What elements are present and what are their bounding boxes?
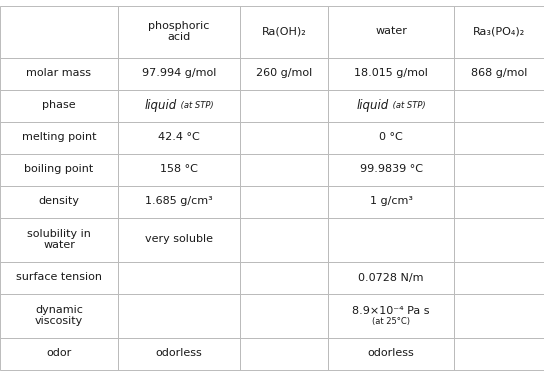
Text: (at 25°C): (at 25°C) xyxy=(372,317,410,326)
Bar xyxy=(240,186,328,218)
Bar xyxy=(328,294,454,338)
Bar xyxy=(240,217,328,261)
Bar xyxy=(118,90,240,122)
Text: (at STP): (at STP) xyxy=(178,101,214,110)
Bar xyxy=(118,6,240,57)
Text: Ra(OH)₂: Ra(OH)₂ xyxy=(262,27,306,36)
Bar xyxy=(240,261,328,294)
Text: Ra₃(PO₄)₂: Ra₃(PO₄)₂ xyxy=(473,27,525,36)
Bar xyxy=(328,6,454,57)
Text: 1.685 g/cm³: 1.685 g/cm³ xyxy=(145,196,213,207)
Bar xyxy=(328,261,454,294)
Text: boiling point: boiling point xyxy=(24,165,94,174)
Text: liquid: liquid xyxy=(357,99,389,112)
Bar xyxy=(240,153,328,186)
Bar xyxy=(454,122,544,153)
Text: 158 °C: 158 °C xyxy=(160,165,198,174)
Text: (at STP): (at STP) xyxy=(390,101,425,110)
Text: 99.9839 °C: 99.9839 °C xyxy=(360,165,423,174)
Bar xyxy=(240,6,328,57)
Bar xyxy=(454,294,544,338)
Bar xyxy=(118,153,240,186)
Text: 18.015 g/mol: 18.015 g/mol xyxy=(354,69,428,78)
Bar xyxy=(118,338,240,369)
Bar xyxy=(454,90,544,122)
Bar xyxy=(0,186,118,218)
Bar xyxy=(0,338,118,369)
Text: 0.0728 N/m: 0.0728 N/m xyxy=(358,273,424,282)
Bar xyxy=(0,294,118,338)
Text: dynamic
viscosity: dynamic viscosity xyxy=(35,305,83,326)
Text: very soluble: very soluble xyxy=(145,234,213,244)
Bar xyxy=(328,122,454,153)
Text: 260 g/mol: 260 g/mol xyxy=(256,69,312,78)
Bar xyxy=(0,6,118,57)
Text: melting point: melting point xyxy=(22,132,96,142)
Bar xyxy=(328,186,454,218)
Text: 42.4 °C: 42.4 °C xyxy=(158,132,200,142)
Bar xyxy=(240,57,328,90)
Bar xyxy=(454,6,544,57)
Text: 8.9×10⁻⁴ Pa s: 8.9×10⁻⁴ Pa s xyxy=(353,306,430,316)
Bar xyxy=(118,261,240,294)
Text: molar mass: molar mass xyxy=(27,69,91,78)
Bar xyxy=(328,217,454,261)
Bar xyxy=(0,90,118,122)
Text: liquid: liquid xyxy=(145,99,177,112)
Bar xyxy=(118,186,240,218)
Bar xyxy=(454,186,544,218)
Bar xyxy=(240,294,328,338)
Bar xyxy=(240,90,328,122)
Bar xyxy=(454,338,544,369)
Bar xyxy=(454,57,544,90)
Bar xyxy=(328,153,454,186)
Text: odor: odor xyxy=(46,348,72,358)
Text: odorless: odorless xyxy=(368,348,415,358)
Bar xyxy=(118,57,240,90)
Text: surface tension: surface tension xyxy=(16,273,102,282)
Text: phosphoric
acid: phosphoric acid xyxy=(149,21,209,42)
Bar xyxy=(0,153,118,186)
Text: 0 °C: 0 °C xyxy=(379,132,403,142)
Bar xyxy=(0,57,118,90)
Text: phase: phase xyxy=(42,100,76,111)
Bar xyxy=(240,338,328,369)
Bar xyxy=(454,261,544,294)
Bar xyxy=(118,294,240,338)
Bar xyxy=(328,90,454,122)
Text: 97.994 g/mol: 97.994 g/mol xyxy=(142,69,216,78)
Text: odorless: odorless xyxy=(156,348,202,358)
Text: 1 g/cm³: 1 g/cm³ xyxy=(369,196,412,207)
Bar xyxy=(328,57,454,90)
Text: 868 g/mol: 868 g/mol xyxy=(471,69,527,78)
Bar xyxy=(0,122,118,153)
Bar xyxy=(118,122,240,153)
Bar xyxy=(328,338,454,369)
Text: density: density xyxy=(39,196,79,207)
Text: solubility in
water: solubility in water xyxy=(27,229,91,250)
Text: water: water xyxy=(375,27,407,36)
Bar xyxy=(454,153,544,186)
Bar xyxy=(0,217,118,261)
Bar xyxy=(0,261,118,294)
Bar xyxy=(454,217,544,261)
Bar xyxy=(118,217,240,261)
Bar xyxy=(240,122,328,153)
